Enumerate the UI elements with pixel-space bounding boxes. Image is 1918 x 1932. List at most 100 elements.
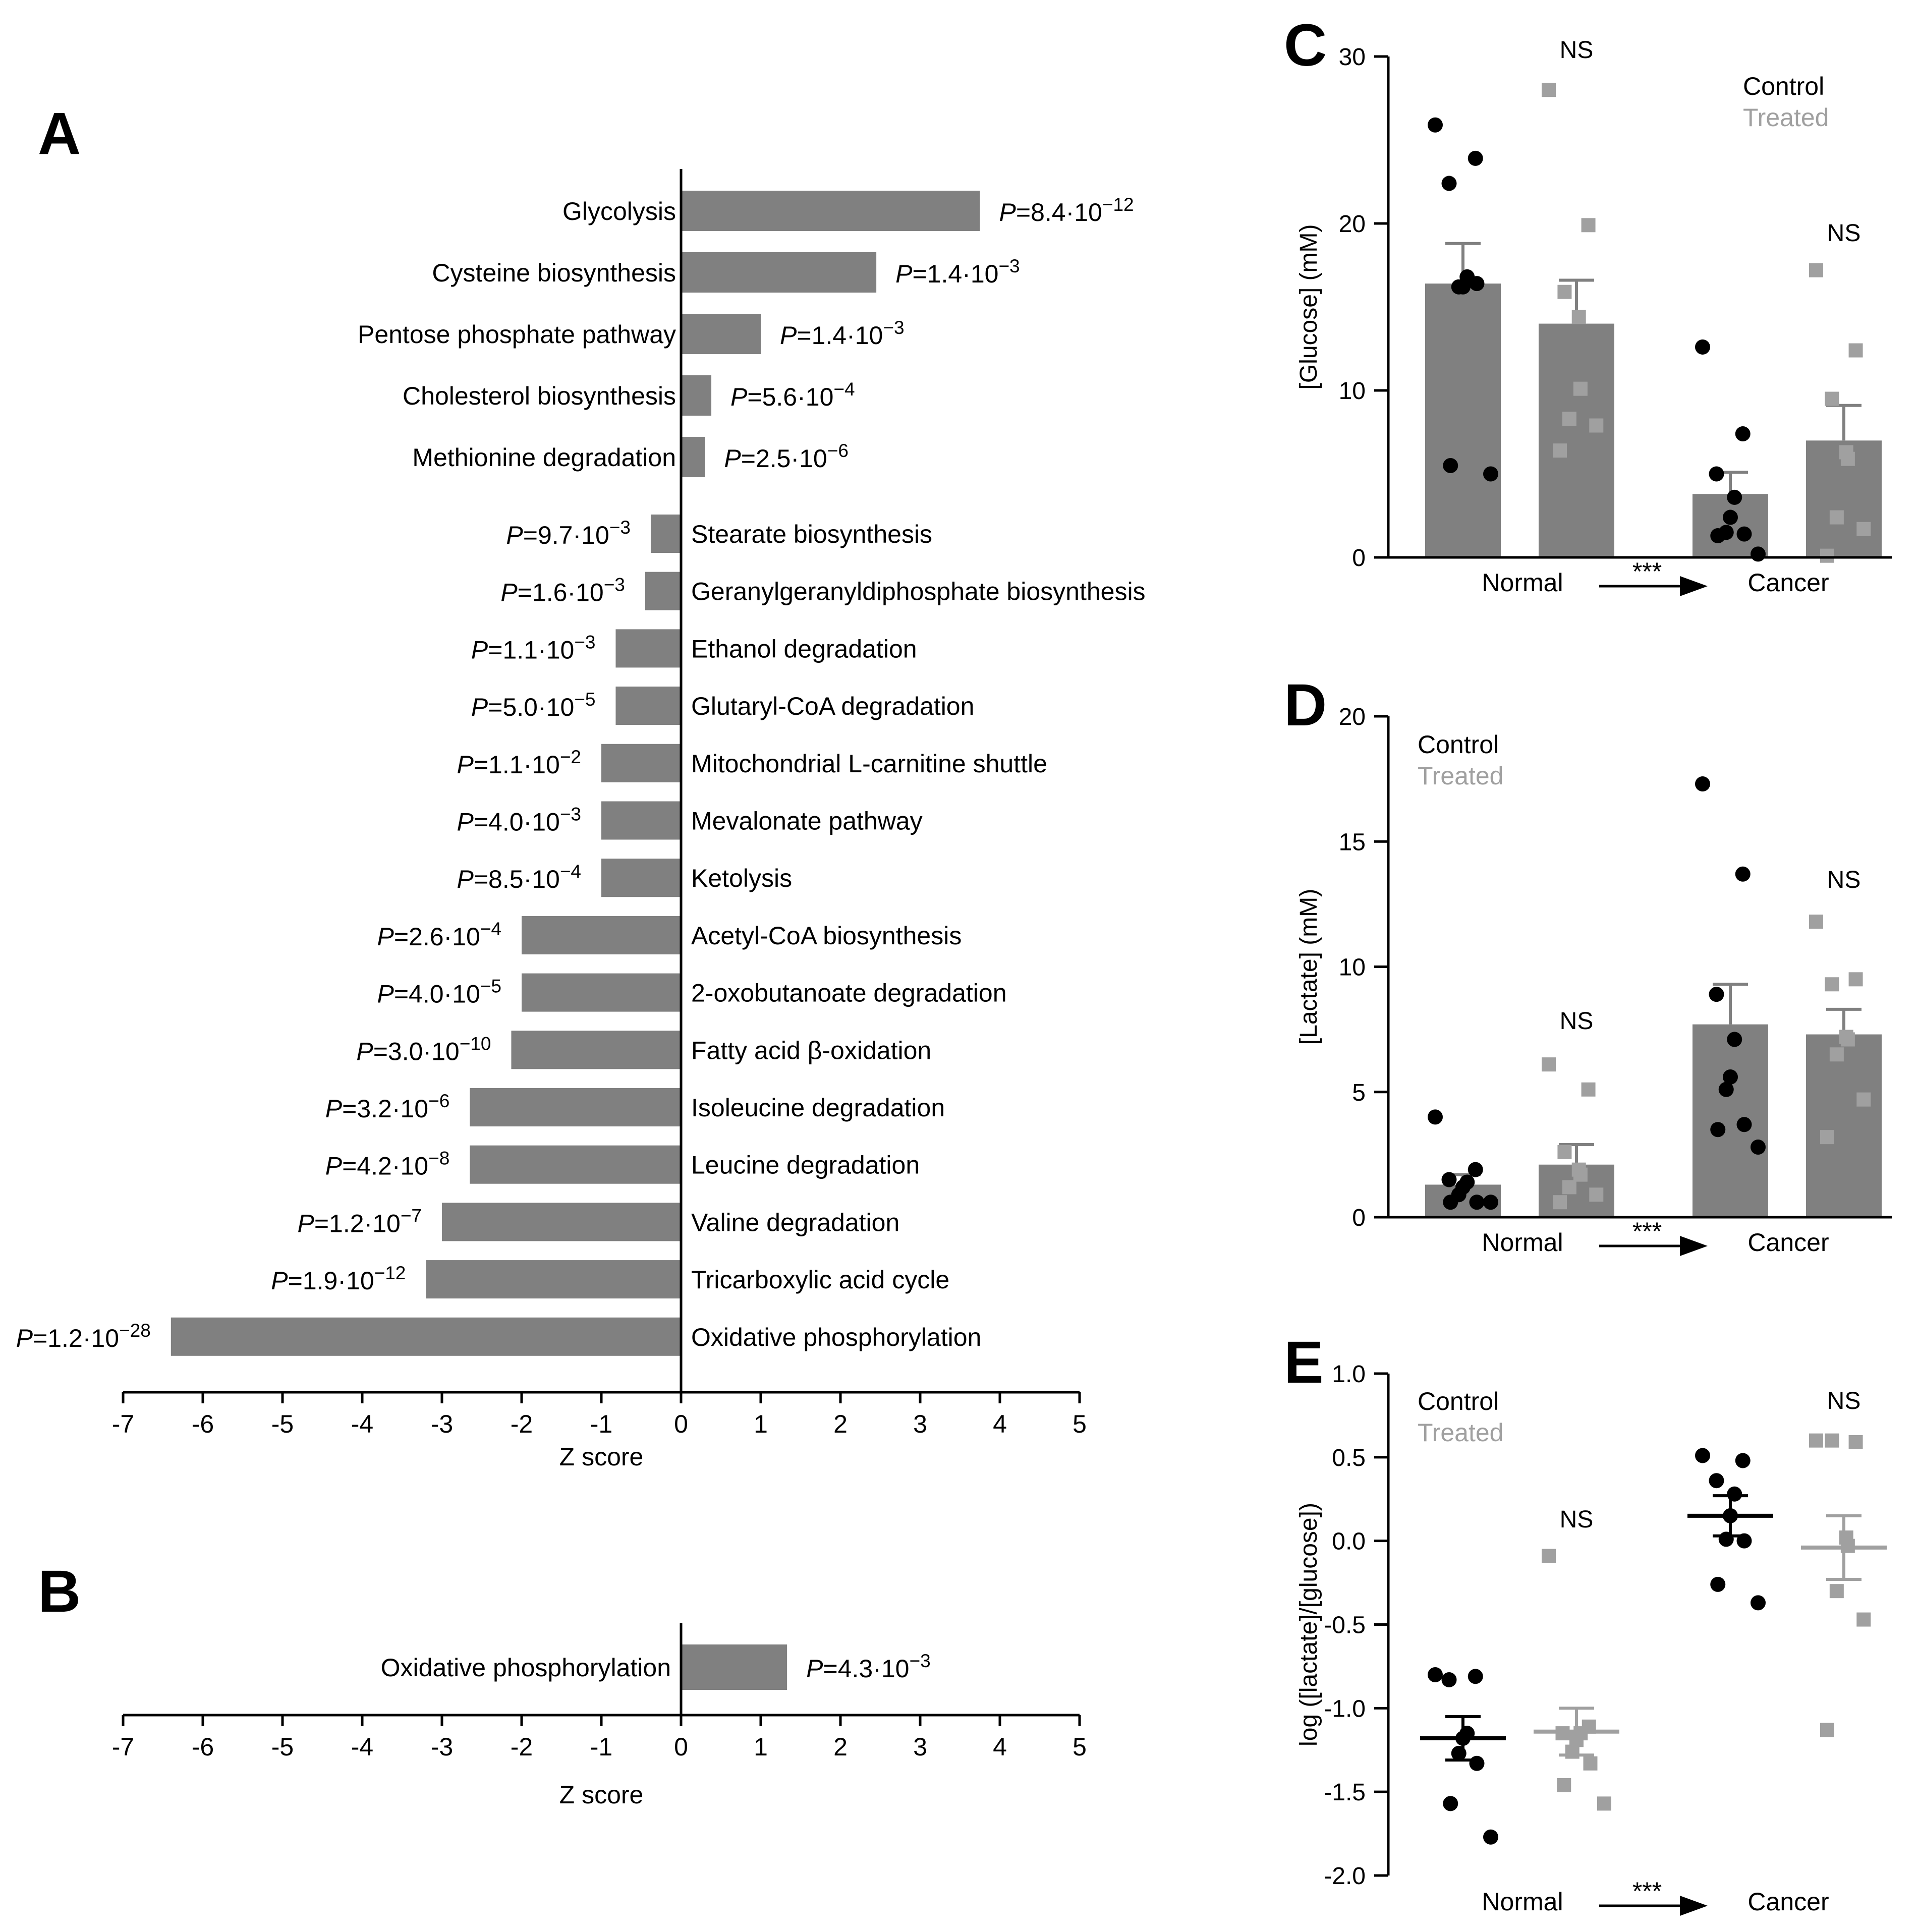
data-point (1589, 1187, 1604, 1202)
data-point (1565, 1744, 1579, 1759)
data-point (1825, 391, 1839, 406)
data-point (1710, 528, 1726, 543)
data-point (1451, 279, 1466, 295)
panel-c: C NS NS 0 10 20 30 [Glucose] (mM) Normal Cancer **… (1284, 12, 1892, 597)
data-point (1736, 526, 1752, 542)
panel-letter-d: D (1284, 672, 1327, 738)
group-label-normal: Normal (1482, 1888, 1563, 1916)
pathway-label: Leucine degradation (691, 1151, 920, 1179)
p-value-label: P=1.4·10−3 (780, 317, 905, 350)
ns-label: NS (1560, 1008, 1594, 1035)
data-point (1557, 1778, 1571, 1792)
y-tick-label: 15 (1339, 829, 1366, 856)
data-point (1562, 1180, 1576, 1195)
data-point (1820, 1723, 1834, 1737)
data-point (1751, 1595, 1766, 1611)
mean-bar (1693, 494, 1768, 557)
x-tick-label: -2 (511, 1410, 533, 1438)
p-value-label: P=9.7·10−3 (506, 517, 631, 549)
p-value-label: P=5.0·10−5 (471, 689, 596, 721)
panel-a: A Glycolysis P=8.4·10−12 Cysteine biosynthe… (16, 100, 1146, 1471)
y-tick-label: -2.0 (1324, 1863, 1366, 1890)
y-axis-title: [Lactate] (mM) (1295, 889, 1322, 1045)
data-point (1571, 310, 1586, 324)
bar-down (601, 801, 681, 840)
significance-stars: *** (1632, 557, 1662, 586)
data-point (1735, 1453, 1751, 1468)
x-tick-label: -7 (112, 1733, 134, 1761)
pathway-label: Acetyl-CoA biosynthesis (691, 922, 962, 950)
y-tick-label: 5 (1352, 1079, 1366, 1106)
y-tick-label: 0.0 (1332, 1528, 1366, 1555)
panel-letter-e: E (1284, 1329, 1324, 1396)
bar-up (681, 314, 761, 354)
y-tick-label: 0.5 (1332, 1445, 1366, 1471)
y-tick-label: 10 (1339, 954, 1366, 981)
group-label-normal: Normal (1482, 569, 1563, 597)
data-point (1469, 1755, 1485, 1771)
data-point (1840, 451, 1855, 466)
bar-down (601, 744, 681, 782)
mean-bar (1539, 323, 1614, 557)
data-point (1718, 1531, 1734, 1547)
data-point (1468, 1669, 1483, 1684)
data-point (1428, 1667, 1443, 1682)
y-tick-label: 0 (1352, 1205, 1366, 1231)
p-value-label: P=1.4·10−3 (895, 256, 1020, 288)
x-tick-label: 3 (913, 1410, 927, 1438)
data-point (1856, 1092, 1871, 1107)
data-point (1555, 1726, 1570, 1741)
p-value-label: P=4.2·10−8 (325, 1148, 450, 1180)
group-label-normal: Normal (1482, 1228, 1563, 1257)
data-point (1848, 972, 1863, 987)
data-point (1581, 1082, 1596, 1097)
data-point (1469, 276, 1485, 292)
data-point (1751, 546, 1766, 562)
ns-label: NS (1560, 1506, 1594, 1533)
data-point (1856, 1612, 1871, 1627)
mean-bar (1425, 283, 1501, 557)
p-value-label: P=2.6·10−4 (377, 919, 501, 951)
data-point (1809, 1433, 1823, 1448)
x-tick-label: 5 (1073, 1410, 1087, 1438)
y-tick-label: 20 (1339, 211, 1366, 238)
data-point (1483, 1829, 1498, 1845)
data-point (1736, 1117, 1752, 1132)
bar-up (681, 252, 877, 293)
data-point (1718, 1082, 1734, 1097)
bar-up (681, 1644, 787, 1690)
pathway-label: 2-oxobutanoate degradation (691, 979, 1007, 1007)
p-value-label: P=1.2·10−28 (16, 1320, 151, 1352)
y-tick-label: -1.0 (1324, 1695, 1366, 1722)
pathway-label: Isoleucine degradation (691, 1094, 945, 1122)
data-point (1573, 381, 1588, 396)
x-tick-label: 2 (833, 1733, 848, 1761)
pathway-label: Valine degradation (691, 1208, 899, 1236)
x-tick-label: 5 (1073, 1733, 1087, 1761)
group-label-cancer: Cancer (1747, 1888, 1829, 1916)
legend-control: Control (1418, 1387, 1499, 1415)
pathway-label: Ketolysis (691, 864, 792, 892)
x-tick-label: -3 (431, 1733, 453, 1761)
data-point (1848, 1435, 1863, 1449)
pathway-label: Geranylgeranyldiphosphate biosynthesis (691, 578, 1146, 606)
data-point (1441, 1172, 1457, 1187)
bar-down (171, 1317, 681, 1356)
mean-bar (1693, 1024, 1768, 1217)
x-axis-title: Z score (559, 1781, 644, 1809)
data-point (1840, 1032, 1855, 1047)
pathway-label: Fatty acid β-oxidation (691, 1036, 931, 1064)
data-point (1695, 1448, 1710, 1463)
data-point (1723, 509, 1738, 525)
legend-treated: Treated (1743, 103, 1829, 132)
x-axis-title: Z score (559, 1443, 644, 1471)
x-tick-label: 4 (993, 1410, 1007, 1438)
group-label-cancer: Cancer (1747, 569, 1829, 597)
legend-control: Control (1418, 730, 1499, 759)
data-point (1840, 1539, 1855, 1553)
x-tick-label: -1 (590, 1733, 612, 1761)
data-point (1710, 1576, 1726, 1592)
data-point (1695, 339, 1710, 355)
significance-stars: *** (1632, 1217, 1662, 1245)
p-value-label: P=1.6·10−3 (500, 575, 625, 607)
